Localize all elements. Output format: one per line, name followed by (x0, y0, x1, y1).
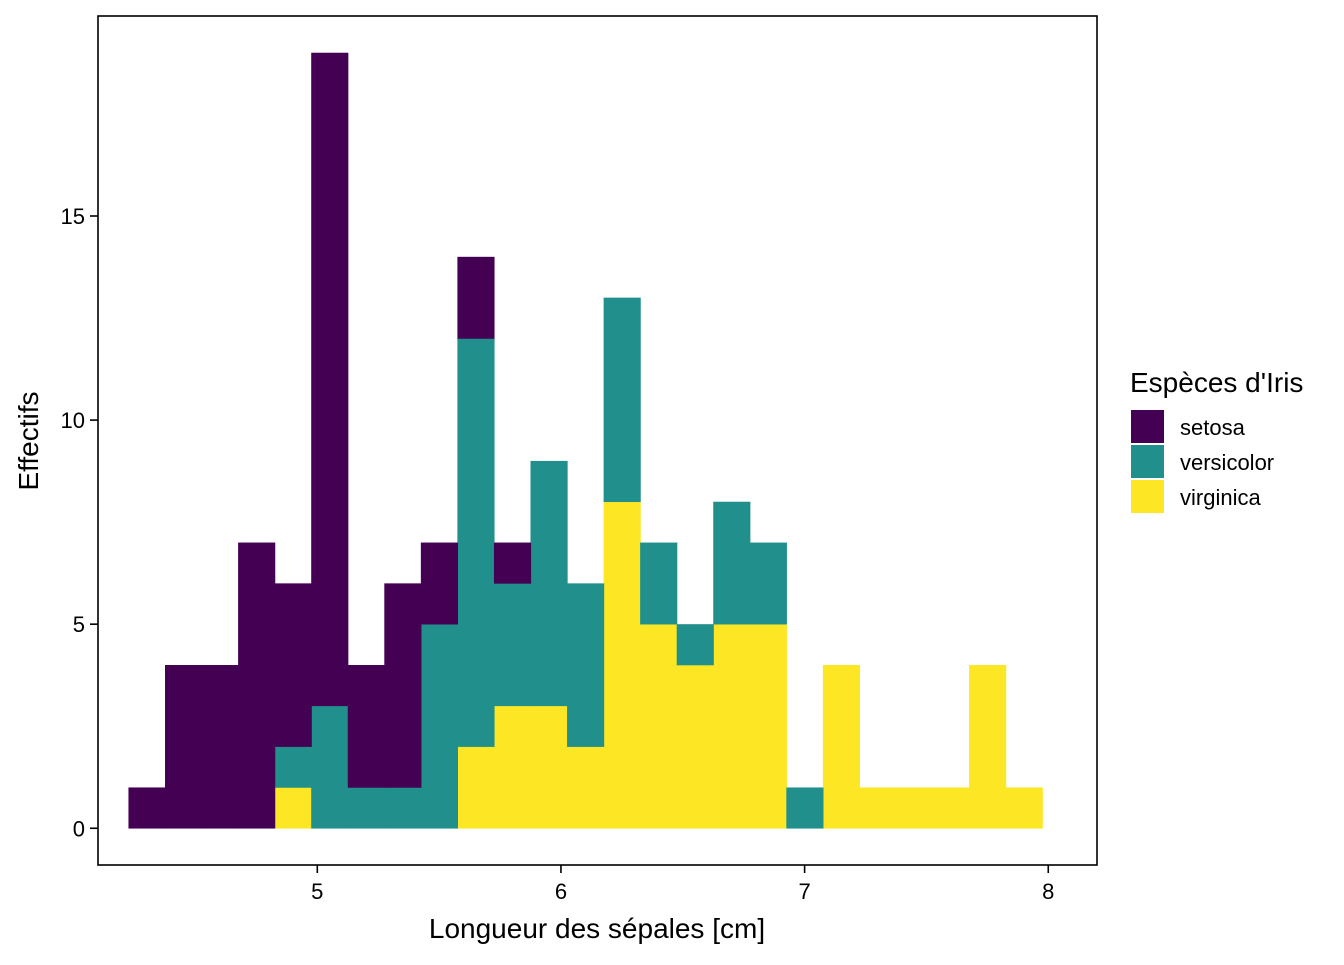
legend-label-versicolor: versicolor (1180, 450, 1274, 475)
bar-versicolor (420, 624, 458, 829)
bar-versicolor (603, 297, 641, 503)
bar-virginica (932, 787, 970, 829)
bar-versicolor (347, 787, 385, 829)
bar-virginica (895, 787, 934, 829)
plot-panel-border (97, 15, 1098, 866)
x-tick-label: 6 (555, 879, 567, 904)
y-tick-label: 15 (61, 204, 85, 229)
bar-setosa (493, 542, 532, 584)
bar-virginica (274, 787, 312, 829)
bar-virginica (457, 746, 495, 829)
bar-virginica (822, 664, 861, 829)
bar-setosa (201, 664, 239, 829)
bar-virginica (603, 501, 641, 829)
bar-versicolor (311, 705, 349, 829)
bar-versicolor (749, 542, 787, 625)
bar-versicolor (493, 583, 532, 707)
bar-versicolor (457, 338, 495, 747)
bar-versicolor (713, 501, 751, 625)
bar-virginica (713, 624, 751, 829)
y-axis-title: Effectifs (13, 391, 44, 490)
bar-virginica (859, 787, 897, 829)
y-axis: 0 5 10 15 (61, 204, 98, 841)
bar-versicolor (567, 583, 605, 747)
bar-virginica (640, 624, 678, 829)
x-tick-label: 7 (798, 879, 810, 904)
legend-key-virginica (1131, 480, 1164, 513)
bar-virginica (493, 705, 532, 829)
bar-virginica (676, 664, 714, 829)
bar-virginica (1005, 787, 1043, 829)
bar-setosa (347, 664, 385, 788)
bars-layer (128, 52, 1043, 829)
x-tick-label: 8 (1042, 879, 1054, 904)
bar-setosa (274, 583, 312, 747)
legend: Espèces d'Iris setosa versicolor virginica (1130, 367, 1303, 513)
bar-virginica (530, 705, 568, 829)
bar-setosa (420, 542, 458, 625)
bar-versicolor (786, 787, 824, 829)
bar-versicolor (274, 746, 312, 788)
bar-versicolor (640, 542, 678, 625)
legend-key-versicolor (1131, 445, 1164, 478)
bar-versicolor (530, 460, 568, 707)
bar-setosa (128, 787, 166, 829)
bar-versicolor (676, 624, 714, 666)
x-axis-title: Longueur des sépales [cm] (429, 913, 765, 944)
x-tick-label: 5 (311, 879, 323, 904)
legend-label-setosa: setosa (1180, 415, 1246, 440)
bar-virginica (749, 624, 787, 829)
bar-virginica (969, 664, 1007, 829)
bar-setosa (165, 664, 203, 829)
y-tick-label: 5 (73, 612, 85, 637)
bar-versicolor (384, 787, 422, 829)
y-tick-label: 10 (61, 408, 85, 433)
legend-title: Espèces d'Iris (1130, 367, 1303, 398)
bar-setosa (384, 583, 422, 788)
legend-key-setosa (1131, 410, 1164, 443)
x-axis: 5 6 7 8 (311, 865, 1054, 904)
bar-virginica (567, 746, 605, 829)
bar-setosa (238, 542, 276, 829)
y-tick-label: 0 (73, 816, 85, 841)
legend-label-virginica: virginica (1180, 485, 1261, 510)
bar-setosa (457, 256, 495, 339)
bar-setosa (311, 52, 349, 707)
